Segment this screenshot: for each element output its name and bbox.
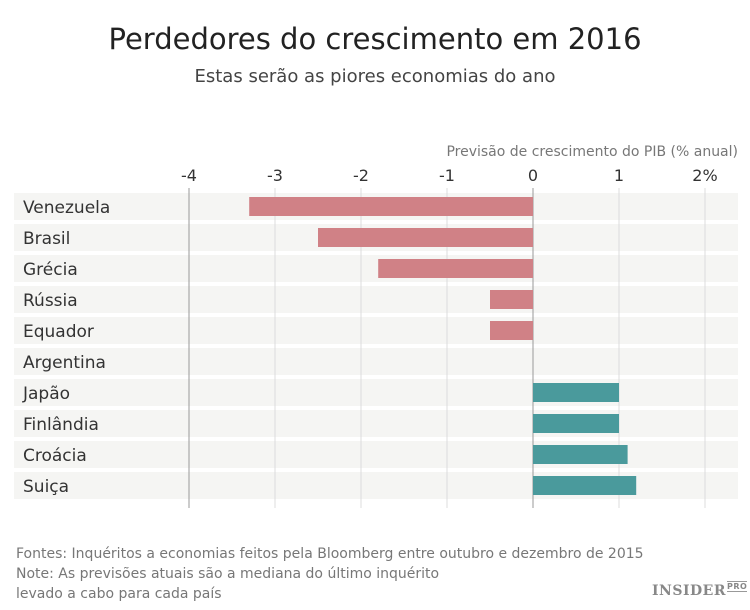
tick-label: -1: [439, 166, 455, 185]
x-axis-label: Previsão de crescimento do PIB (% anual): [446, 144, 738, 160]
tick-label: 1: [614, 166, 624, 185]
footnotes: Fontes: Inquéritos a economias feitos pe…: [16, 544, 644, 604]
bar-japão: [533, 383, 619, 402]
category-label: Croácia: [23, 446, 87, 466]
bar-grécia: [378, 259, 533, 278]
note-line-1: Note: As previsões atuais são a mediana …: [16, 566, 440, 582]
bar-suiça: [533, 476, 637, 495]
tick-label: -4: [181, 166, 197, 185]
bar-rússia: [490, 290, 533, 309]
category-label: Equador: [23, 322, 94, 342]
bar-finlândia: [533, 414, 619, 433]
category-label: Suiça: [23, 477, 69, 497]
row-band: [14, 317, 738, 344]
chart-title: Perdedores do crescimento em 2016: [108, 22, 642, 56]
tick-label: -3: [267, 166, 283, 185]
sources-note: Fontes: Inquéritos a economias feitos pe…: [16, 546, 644, 562]
bar-venezuela: [249, 197, 533, 216]
category-label: Argentina: [23, 353, 106, 373]
row-band: [14, 348, 738, 375]
insider-pro-logo: INSIDERPRO: [652, 581, 748, 599]
category-label: Finlândia: [23, 415, 99, 435]
row-band: [14, 255, 738, 282]
tick-label: 0: [528, 166, 538, 185]
chart-subtitle: Estas serão as piores economias do ano: [194, 66, 556, 87]
tick-label: -2: [353, 166, 369, 185]
category-label: Rússia: [23, 291, 78, 311]
row-band: [14, 286, 738, 313]
row-band: [14, 441, 738, 468]
category-label: Venezuela: [23, 198, 110, 218]
category-label: Grécia: [23, 260, 78, 280]
bar-equador: [490, 321, 533, 340]
bar-brasil: [318, 228, 533, 247]
row-band: [14, 410, 738, 437]
category-label: Brasil: [23, 229, 70, 249]
note-line-2: levado a cabo para cada país: [16, 586, 222, 602]
tick-label: 2%: [692, 166, 717, 185]
bar-croácia: [533, 445, 628, 464]
category-label: Japão: [22, 384, 70, 404]
row-band: [14, 379, 738, 406]
